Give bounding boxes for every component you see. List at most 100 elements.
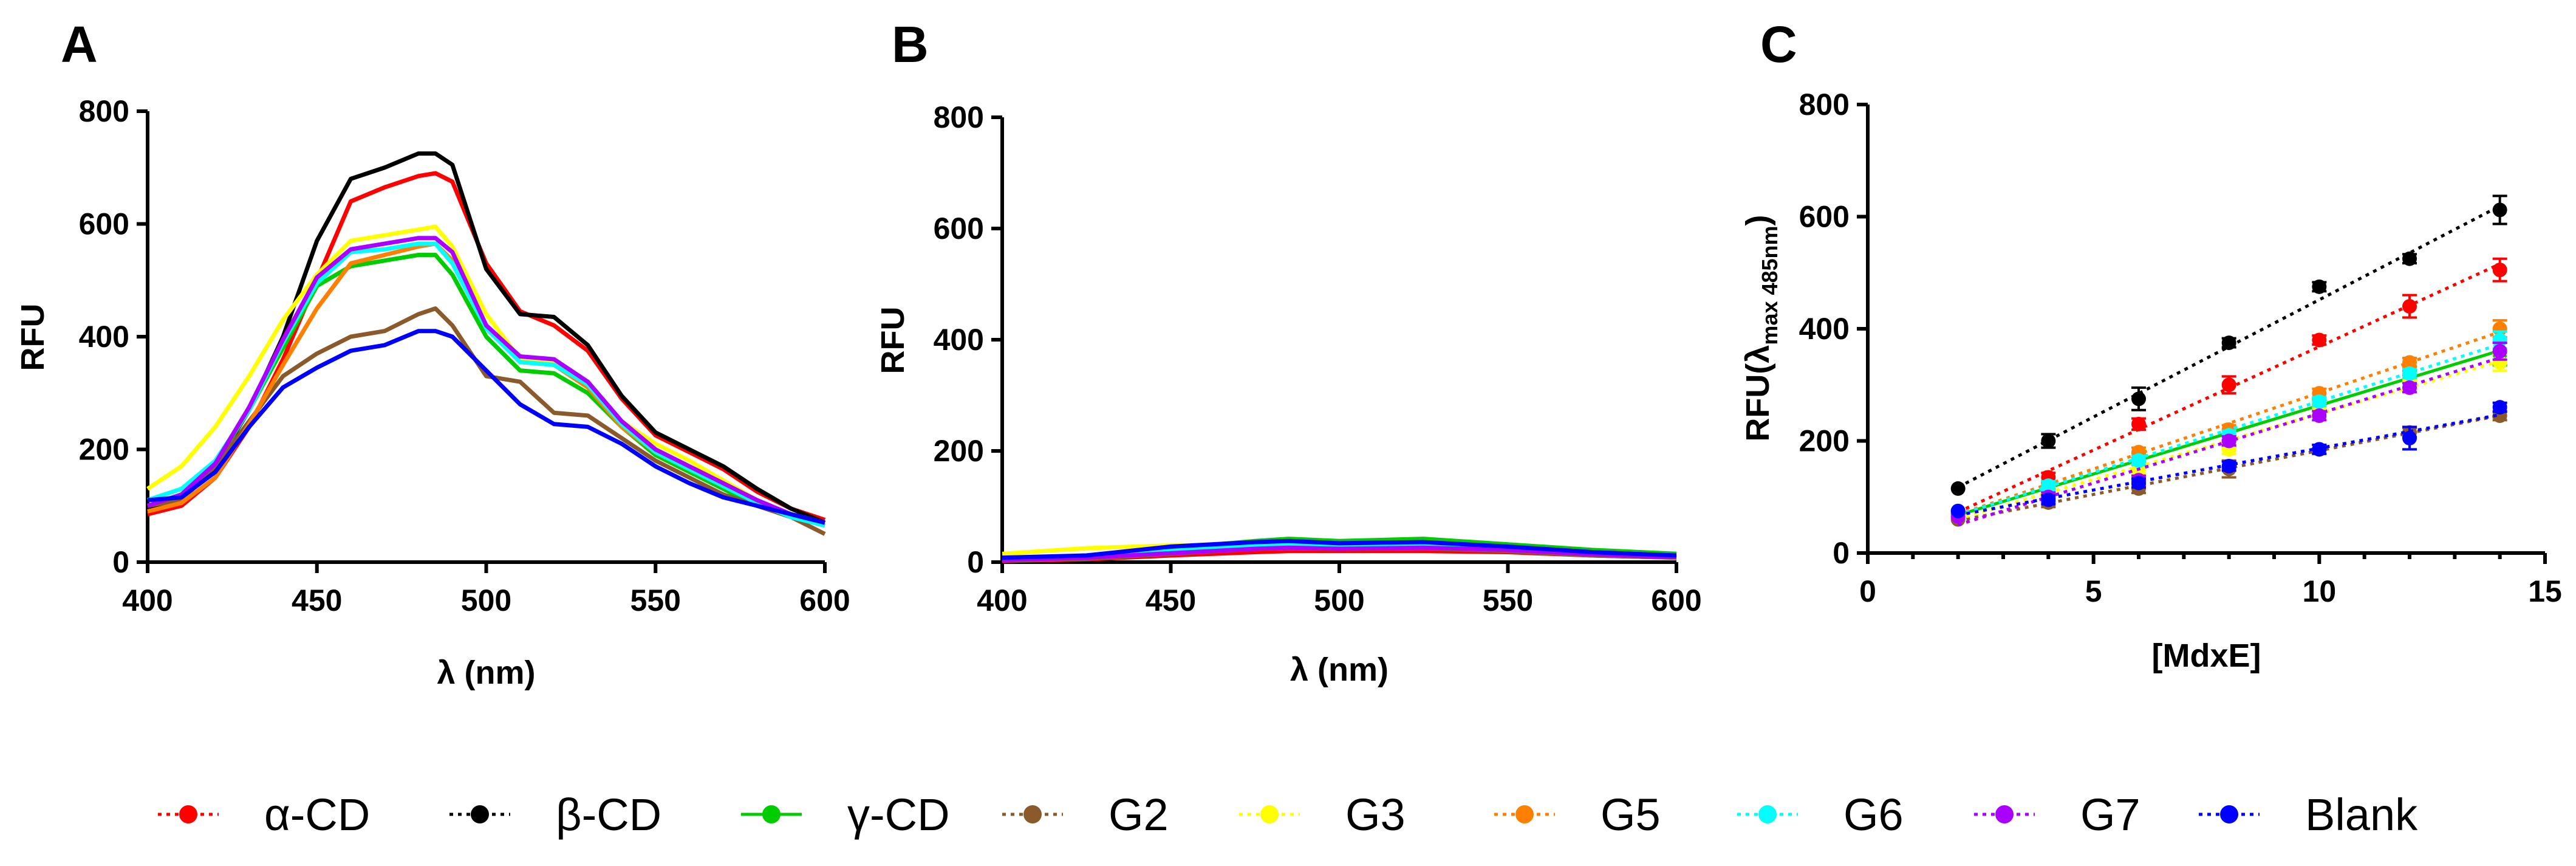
panel-a-x-tick-label: 400	[122, 583, 173, 617]
panel-a-x-tick-label: 500	[461, 583, 511, 617]
panel-c-series--cd-point	[2312, 332, 2327, 348]
legend-item-g6: G6	[1737, 789, 1904, 840]
legend-item--cd-label: γ-CD	[847, 789, 950, 840]
legend-item--cd: β-CD	[449, 789, 661, 840]
panel-a-x-tick-label: 450	[292, 583, 342, 617]
panel-a-x-tick-label: 550	[630, 583, 681, 617]
panel-a-plot-area: 0 200 400 600 800 400 450 500 550 600 λ (nm) RFU	[15, 94, 850, 691]
panel-b-y-tick-label: 600	[934, 211, 984, 246]
panel-c-series--cd-point	[1950, 481, 1966, 496]
legend-item-g6-marker	[1758, 805, 1777, 823]
panel-c-series--cd-point	[2312, 279, 2327, 294]
legend-item--cd-marker	[471, 805, 489, 823]
panel-c-x-tick-label: 5	[2085, 574, 2102, 608]
panel-c-series--cd-point	[2221, 377, 2236, 393]
legend-item-g3-marker	[1260, 805, 1279, 823]
panel-a-series-blank-line	[147, 329, 825, 525]
panel-a-series-g3-line	[146, 224, 825, 525]
legend-item-blank-label: Blank	[2305, 789, 2418, 840]
panel-c-series--cd-point	[2402, 299, 2417, 314]
panel-c-series--cd-point	[2492, 263, 2507, 278]
panel-b-letter: B	[892, 16, 929, 73]
panel-c-y-tick-label: 400	[1799, 312, 1850, 346]
panel-c-y-axis-title-main: RFU(λ	[1740, 345, 1776, 442]
panel-c: C 0 200 400 600 800 0 5 10 15 [MdxE] RFU(λmax 485n…	[1740, 16, 2562, 674]
panel-b-x-tick-label: 600	[1651, 583, 1701, 617]
panel-c-series-blank-point	[2221, 459, 2236, 474]
panel-c-series--cd-point	[2221, 335, 2236, 351]
legend-item-g6-label: G6	[1843, 789, 1904, 840]
legend-item-g5-marker	[1515, 805, 1534, 823]
panel-c-y-axis-title-sub: max 485nm	[1757, 225, 1782, 345]
panel-c-series--cd-point	[2131, 416, 2146, 431]
legend-item-g2-marker	[1023, 805, 1042, 823]
panel-c-series-blank-point	[1950, 503, 1966, 518]
legend-item--cd-marker	[179, 805, 197, 823]
panel-b: B 0 200 400 600 800 400 450 500 550 600 λ (nm) RFU	[875, 16, 1702, 688]
panel-b-x-axis-title: λ (nm)	[1290, 651, 1389, 688]
panel-c-letter: C	[1760, 16, 1797, 73]
panel-c-x-axis-title: [MdxE]	[2152, 637, 2261, 674]
panel-b-x-tick-label: 400	[977, 583, 1027, 617]
panel-a-x-tick-label: 600	[799, 583, 850, 617]
panel-c-series-g6-point	[2041, 478, 2056, 493]
legend-item-g3: G3	[1239, 789, 1406, 840]
panel-c-y-tick-label: 600	[1799, 200, 1850, 234]
panel-c-series-g6-point	[2131, 453, 2146, 468]
panel-b-y-tick-label: 800	[934, 100, 984, 134]
panel-a-y-tick-label: 600	[79, 207, 129, 241]
legend-item--cd-marker	[762, 805, 781, 823]
legend-item-g7-label: G7	[2080, 789, 2140, 840]
panel-b-y-axis-title: RFU	[875, 307, 911, 374]
panel-a-y-axis-title: RFU	[15, 304, 51, 371]
panel-b-x-tick-label: 450	[1146, 583, 1196, 617]
panel-c-y-tick-label: 0	[1833, 536, 1850, 570]
panel-c-series-g6-point	[2312, 394, 2327, 409]
legend-item-g7: G7	[1974, 789, 2140, 840]
panel-b-plot-area: 0 200 400 600 800 400 450 500 550 600 λ (nm) RFU	[875, 100, 1702, 688]
panel-a: A 0 200 400 600 800 400 450 500 550 600 λ (nm) RFU	[15, 16, 850, 691]
legend-item-blank-marker	[2220, 805, 2238, 823]
panel-c-series-blank-point	[2041, 492, 2056, 507]
panel-b-series-blank-line	[1002, 538, 1677, 560]
panel-a-y-tick-label: 0	[112, 545, 129, 579]
legend-item--cd: γ-CD	[741, 789, 950, 840]
panel-c-series--cd-point	[2131, 391, 2146, 407]
legend-item-g7-marker	[1995, 805, 2014, 823]
legend-item-g2: G2	[1002, 789, 1169, 840]
legend-item-g2-label: G2	[1109, 789, 1169, 840]
panel-a-series-g7-line	[146, 236, 825, 525]
panel-c-y-axis-title: RFU(λmax 485nm)	[1740, 215, 1782, 441]
panel-c-series-g7-point	[2402, 380, 2417, 395]
panel-b-y-tick-label: 0	[967, 545, 984, 579]
panel-b-x-tick-label: 500	[1314, 583, 1364, 617]
legend-item-g5: G5	[1494, 789, 1661, 840]
panel-c-plot-area: 0 200 400 600 800 0 5 10 15 [MdxE] RFU(λmax 485nm)	[1740, 88, 2562, 674]
panel-c-y-axis-title-close: )	[1740, 215, 1776, 225]
panel-c-x-tick-label: 15	[2528, 574, 2562, 608]
legend-item--cd: α-CD	[158, 789, 370, 840]
legend-item-g5-label: G5	[1601, 789, 1661, 840]
panel-a-y-tick-label: 400	[79, 320, 129, 354]
legend-item-blank: Blank	[2199, 789, 2418, 840]
panel-a-x-axis-title: λ (nm)	[437, 655, 536, 691]
panel-c-series-blank-point	[2402, 430, 2417, 445]
panel-b-x-tick-label: 550	[1483, 583, 1533, 617]
panel-c-series-blank-point	[2131, 475, 2146, 490]
panel-c-series-g7-point	[2492, 343, 2507, 359]
panel-c-series-g7-point	[2312, 408, 2327, 423]
panel-b-y-tick-label: 200	[934, 434, 984, 468]
panel-c-series-g7-point	[2221, 433, 2236, 448]
panel-a-letter: A	[61, 16, 98, 73]
panel-c-series-blank-point	[2312, 442, 2327, 457]
panel-c-x-tick-label: 10	[2303, 574, 2337, 608]
legend-item--cd-label: β-CD	[556, 789, 661, 840]
panel-a-y-tick-label: 200	[79, 433, 129, 467]
panel-c-series--cd-point	[2041, 433, 2056, 448]
legend-item-g3-label: G3	[1345, 789, 1406, 840]
panel-a-y-tick-label: 800	[79, 94, 129, 128]
legend-item--cd-label: α-CD	[264, 789, 370, 840]
panel-c-y-tick-label: 800	[1799, 88, 1850, 122]
panel-b-y-tick-label: 400	[934, 323, 984, 357]
